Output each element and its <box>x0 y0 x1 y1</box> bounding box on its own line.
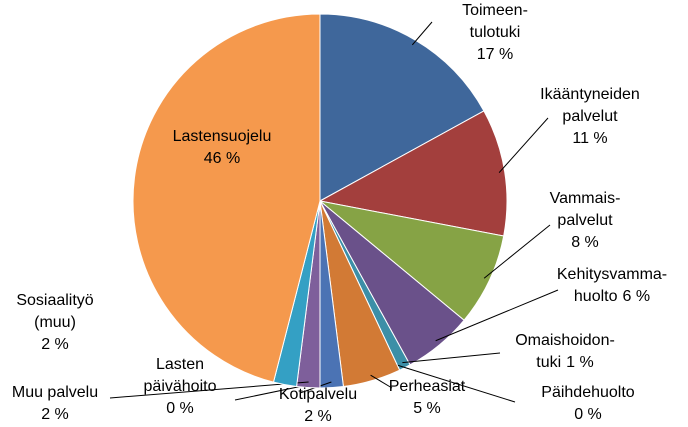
value-label: 1 % <box>566 354 594 371</box>
value-label: 6 % <box>622 288 651 305</box>
slice-label: Lasten päivähoito 0 % <box>80 354 280 420</box>
value-label: 0 % <box>166 400 194 417</box>
slice-label: Vammais- palvelut 8 % <box>485 188 685 254</box>
slice-label: Omaishoidon- tuki 1 % <box>465 330 665 374</box>
leader-line <box>411 21 433 46</box>
slice-label: Muu palvelu 2 % <box>0 382 155 426</box>
category-label: Kotipalvelu <box>278 386 358 403</box>
pie-slice <box>319 200 505 321</box>
category-label: Päihdehuolto <box>541 384 635 401</box>
leader-line <box>370 374 393 389</box>
slice-label: Ikääntyneiden palvelut 11 % <box>490 84 688 150</box>
leader-line <box>435 289 559 342</box>
pie-slice <box>319 13 485 202</box>
category-label: Ikääntyneiden palvelut <box>540 86 640 125</box>
value-label: 17 % <box>476 46 514 63</box>
value-label: 46 % <box>203 150 241 167</box>
value-label: 5 % <box>413 400 441 417</box>
value-label: 2 % <box>304 408 332 425</box>
category-label: Kehitysvamma- huolto <box>556 266 668 305</box>
leader-line <box>397 364 516 403</box>
value-label: 11 % <box>572 130 608 147</box>
category-label: Perheasiat <box>388 378 466 395</box>
slice-label: Perheasiat 5 % <box>327 376 527 420</box>
pie-slice <box>318 110 508 237</box>
pie-slice <box>132 13 321 383</box>
slice-label: Sosiaalityö (muu) 2 % <box>0 290 155 356</box>
category-label: Lastensuojelu <box>172 128 272 145</box>
leader-line <box>109 381 309 399</box>
leader-line <box>498 117 549 173</box>
category-label: Lasten päivähoito <box>143 356 217 395</box>
value-label: 2 % <box>41 336 69 353</box>
value-label: 0 % <box>574 406 602 423</box>
category-label: Toimeen- tulotuki <box>462 2 528 41</box>
category-label: Omaishoidon- tuki <box>515 332 615 371</box>
category-label: Vammais- palvelut <box>549 190 621 229</box>
slice-label: Lastensuojelu 46 % <box>122 126 322 170</box>
slice-label: Päihdehuolto 0 % <box>488 382 688 426</box>
leader-line <box>483 224 551 279</box>
leader-line <box>402 352 501 364</box>
value-label: 2 % <box>41 406 69 423</box>
category-label: Muu palvelu <box>11 384 99 401</box>
slice-label: Kehitysvamma- huolto 6 % <box>512 264 688 308</box>
category-label: Sosiaalityö (muu) <box>16 292 94 331</box>
slice-label: Toimeen- tulotuki 17 % <box>395 0 595 66</box>
value-label: 8 % <box>571 234 599 251</box>
slice-label: Kotipalvelu 2 % <box>218 384 418 427</box>
